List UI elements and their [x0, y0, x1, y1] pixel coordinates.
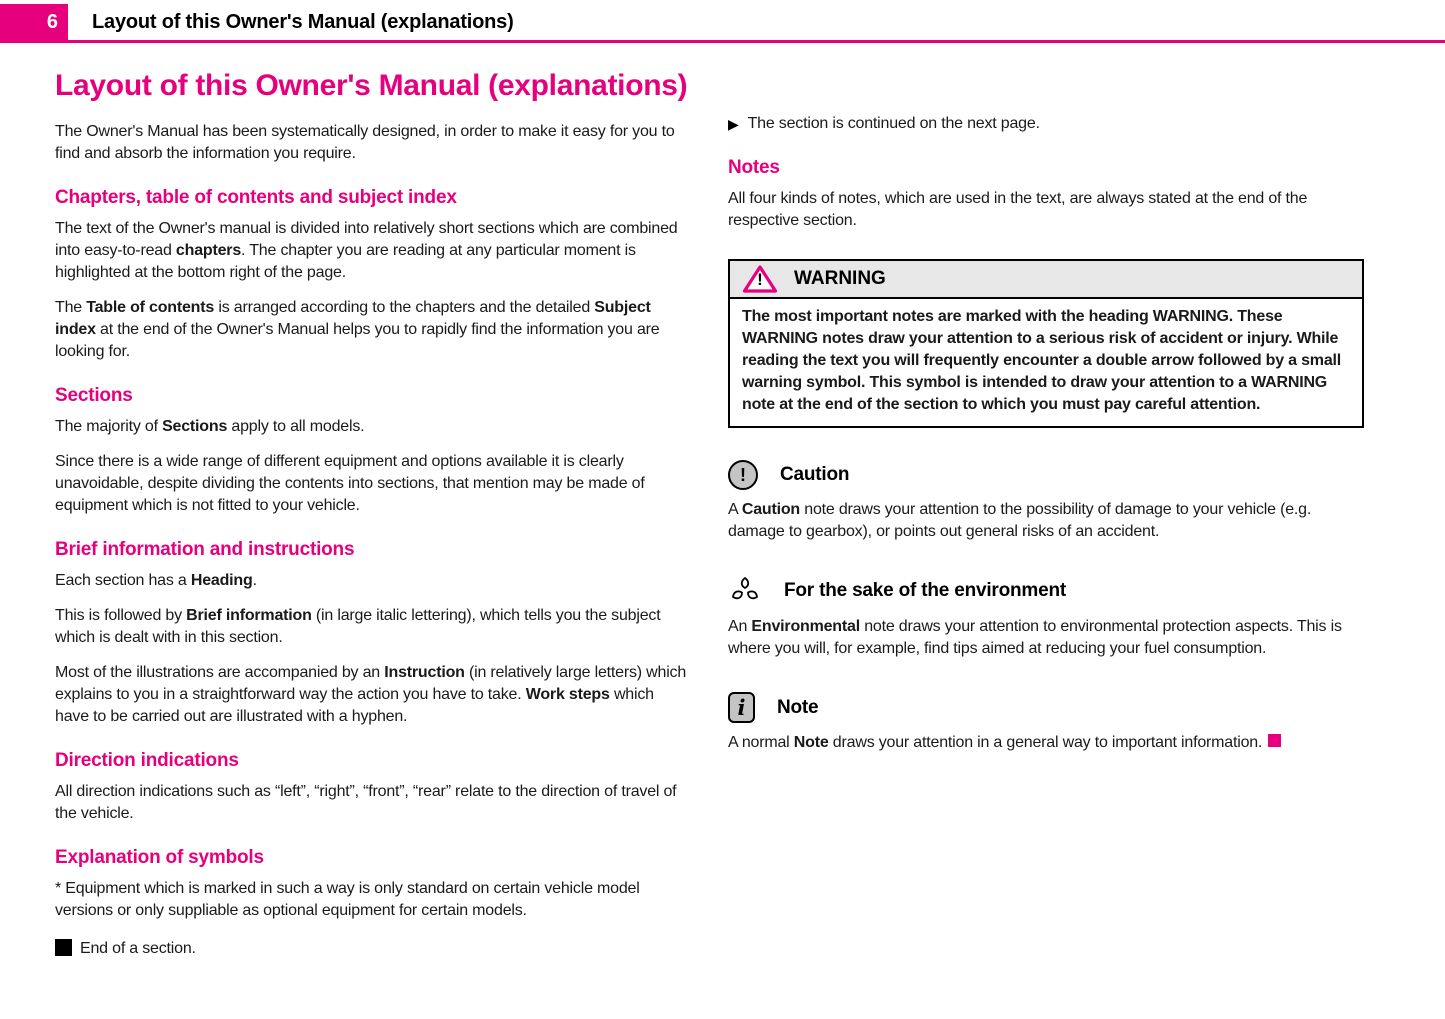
page-title: Layout of this Owner's Manual (explanati…: [55, 69, 688, 102]
section-explanation-of-symbols: Explanation of symbols * Equipment which…: [55, 847, 691, 922]
continued-row: ▶ The section is continued on the next p…: [728, 113, 1364, 135]
continued-arrow-icon: ▶: [728, 116, 739, 132]
environment-title: For the sake of the environment: [784, 580, 1067, 601]
note-info-icon: i: [728, 692, 755, 723]
section-heading: Brief information and instructions: [55, 539, 355, 560]
paragraph: Each section has a Heading.: [55, 572, 257, 589]
section-sections: Sections The majority of Sections apply …: [55, 385, 691, 517]
warning-box: ! WARNING The most important notes are m…: [728, 259, 1364, 428]
left-column: Layout of this Owner's Manual (explanati…: [55, 67, 691, 973]
page-header: 6 Layout of this Owner's Manual (explana…: [0, 0, 1445, 40]
section-heading: Chapters, table of contents and subject …: [55, 187, 457, 208]
caution-paragraph: A Caution note draws your attention to t…: [728, 501, 1312, 540]
warning-text: The most important notes are marked with…: [742, 308, 1342, 413]
warning-box-header: ! WARNING: [730, 261, 1362, 299]
section-heading: Explanation of symbols: [55, 847, 264, 868]
environment-paragraph: An Environmental note draws your attenti…: [728, 618, 1342, 657]
warning-title: WARNING: [794, 268, 886, 289]
environment-recycle-icon: [728, 575, 762, 607]
right-column: ▶ The section is continued on the next p…: [728, 67, 1364, 973]
running-header-title: Layout of this Owner's Manual (explanati…: [92, 10, 514, 33]
paragraph: The text of the Owner's manual is divide…: [55, 220, 678, 281]
end-of-section-label: End of a section.: [80, 940, 196, 957]
paragraph: * Equipment which is marked in such a wa…: [55, 880, 640, 919]
paragraph: Since there is a wide range of different…: [55, 453, 645, 514]
paragraph: This is followed by Brief information (i…: [55, 607, 661, 646]
end-of-section-row: End of a section.: [55, 938, 691, 960]
section-brief-information: Brief information and instructions Each …: [55, 539, 691, 728]
note-text: A normal Note draws your attention in a …: [728, 734, 1263, 751]
section-heading: Sections: [55, 385, 133, 406]
note-title: Note: [777, 696, 819, 718]
intro-paragraph: The Owner's Manual has been systematical…: [55, 123, 675, 162]
section-chapters: Chapters, table of contents and subject …: [55, 187, 691, 363]
notes-heading: Notes: [728, 157, 780, 178]
end-of-text-icon: [1268, 734, 1282, 747]
continued-label: The section is continued on the next pag…: [747, 115, 1040, 132]
notes-paragraph: All four kinds of notes, which are used …: [728, 190, 1308, 229]
paragraph: The Table of contents is arranged accord…: [55, 299, 660, 360]
end-of-section-icon: [55, 939, 72, 956]
paragraph: Most of the illustrations are accompanie…: [55, 664, 687, 725]
section-direction-indications: Direction indications All direction indi…: [55, 750, 691, 825]
caution-header: ! Caution: [728, 460, 1364, 490]
page-content: Layout of this Owner's Manual (explanati…: [0, 67, 1445, 973]
caution-icon: !: [728, 460, 758, 490]
section-heading: Direction indications: [55, 750, 239, 771]
paragraph: All direction indications such as “left”…: [55, 783, 677, 822]
header-rule: [0, 40, 1445, 43]
caution-title: Caution: [780, 464, 850, 485]
warning-triangle-icon: !: [742, 264, 778, 294]
page-number-badge: 6: [0, 4, 68, 40]
note-header: i Note: [728, 692, 1364, 723]
note-paragraph: A normal Note draws your attention in a …: [728, 732, 1364, 754]
environment-header: For the sake of the environment: [728, 575, 1364, 607]
paragraph: The majority of Sections apply to all mo…: [55, 418, 365, 435]
warning-exclamation-glyph: !: [757, 270, 763, 289]
